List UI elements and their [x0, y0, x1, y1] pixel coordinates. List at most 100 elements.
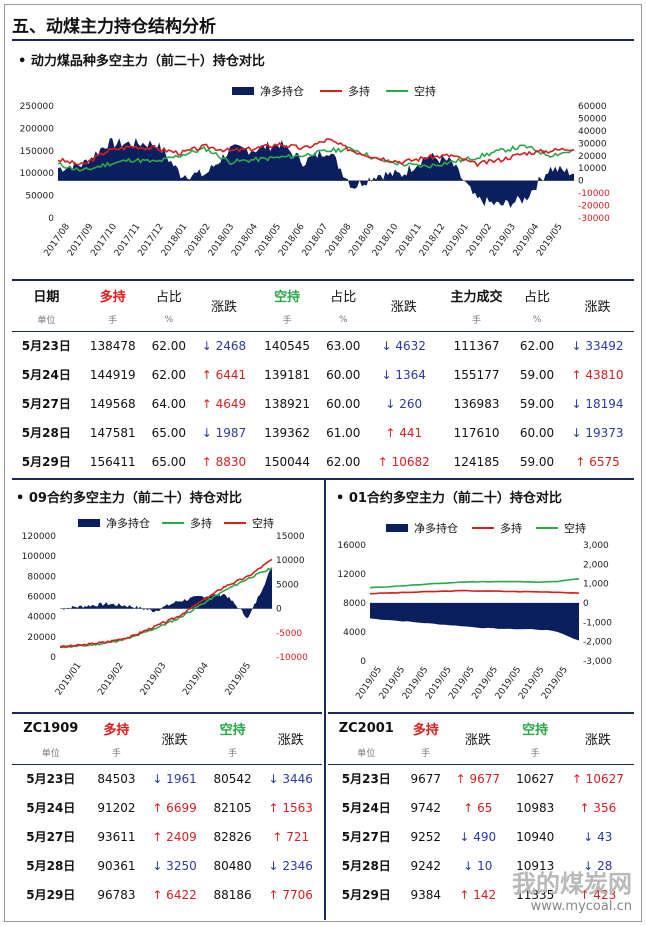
t2-u-1: 手 — [111, 749, 121, 760]
row-date: 5月28日 — [21, 426, 71, 440]
short-line — [59, 566, 273, 649]
table-cell: 10627 — [516, 771, 555, 786]
table-row: 5月27日 149568 64.00 ↑ 4649 138921 60.00 ↓ 260 13… — [12, 389, 634, 418]
table-row: 5月29日 96783 ↑ 6422 88186 ↑ 7706 — [12, 880, 322, 909]
table-cell: ↑ 356 — [579, 800, 617, 815]
table-cell: ↑ 6575 — [575, 454, 620, 469]
table-cell: 9384 — [410, 887, 442, 902]
table-cell: 60.00 — [326, 367, 361, 382]
table1-body: 5月23日 138478 62.00 ↓ 2468 140545 63.00 ↓ 4632 1… — [12, 331, 634, 476]
legend-short-swatch — [386, 90, 408, 92]
section-title: 五、动煤主力持仓结构分析 — [12, 17, 216, 37]
table-cell: ↓ 18194 — [571, 396, 624, 411]
table-cell: 156411 — [89, 454, 136, 469]
legend-short-label: 空持 — [414, 85, 436, 98]
t2-h-chg1: 涨跌 — [161, 733, 188, 749]
t1-u-8: % — [532, 314, 542, 325]
right-axis-tick: -2,000 — [583, 638, 612, 648]
row-date: 5月24日 — [21, 368, 71, 382]
row-date: 5月27日 — [21, 397, 71, 411]
vertical-divider — [324, 480, 326, 920]
right-axis-tick: 10000 — [578, 164, 607, 174]
left-axis-tick: 60000 — [27, 593, 56, 603]
table3: ZC2001 多持 涨跌 空持 涨跌 单位 手 手 5月23日 9677 ↑ 967… — [328, 712, 634, 909]
right-axis-tick: 0 — [583, 599, 589, 609]
right-axis-tick: 20000 — [578, 152, 607, 162]
row-date: 5月24日 — [26, 801, 76, 815]
right-axis-tick: 2,000 — [583, 560, 609, 570]
c2-legend-net-swatch — [78, 519, 100, 527]
right-axis-tick: 3,000 — [583, 541, 609, 551]
table-cell: 9742 — [410, 800, 442, 815]
left-axis-tick: 20000 — [27, 633, 56, 643]
left-axis-tick: 16000 — [337, 541, 366, 551]
left-axis-tick: 80000 — [27, 572, 56, 582]
right-axis-tick: 50000 — [578, 114, 607, 124]
mid-rule — [12, 478, 634, 480]
table-cell: 64.00 — [151, 396, 187, 411]
c3-legend-long: 多持 — [500, 522, 522, 535]
table3-unit-row: 单位 手 手 — [328, 742, 634, 764]
legend-long-swatch — [320, 90, 342, 92]
c2-legend-net: 净多持仓 — [106, 517, 150, 530]
x-axis-tick: 2019/01 — [54, 661, 84, 697]
table-cell: ↑ 1563 — [268, 800, 313, 815]
left-axis-tick: 250000 — [20, 102, 55, 112]
table-cell: 155177 — [453, 367, 500, 382]
t3-u-3: 手 — [530, 749, 540, 760]
t2-h-chg2: 涨跌 — [277, 733, 304, 749]
right-axis-tick: -1,000 — [583, 618, 612, 628]
table-cell: 140545 — [264, 338, 311, 353]
table-cell: 65.00 — [151, 454, 187, 469]
table-row: 5月24日 91202 ↑ 6699 82105 ↑ 1563 — [12, 793, 322, 822]
chart1-svg: 2500002000001500001000005000006000050000… — [20, 102, 611, 258]
table-row: 5月28日 147581 65.00 ↓ 1987 139362 61.00 ↑ 441 11… — [12, 418, 634, 447]
table-cell: 10940 — [516, 829, 555, 844]
watermark-en: www.mycoal.cn — [530, 899, 632, 914]
table-cell: 9242 — [410, 858, 442, 873]
table-cell: ↓ 1364 — [381, 367, 426, 382]
table-cell: ↓ 33492 — [571, 338, 624, 353]
table-cell: 10983 — [516, 800, 555, 815]
right-axis-tick: 1,000 — [583, 580, 609, 590]
right-axis-tick: -30000 — [578, 214, 610, 224]
c2-legend-long: 多持 — [190, 517, 212, 530]
table-cell: 136983 — [453, 396, 500, 411]
table-cell: ↓ 19373 — [571, 425, 624, 440]
t1-h-short: 空持 — [274, 289, 301, 305]
table-cell: 144919 — [89, 367, 136, 382]
table2-unit-row: 单位 手 手 — [12, 742, 322, 764]
table-cell: ↑ 142 — [459, 887, 497, 902]
table-cell: ↑ 423 — [579, 887, 617, 902]
right-axis-tick: 40000 — [578, 127, 607, 137]
left-axis-tick: 120000 — [22, 532, 57, 542]
table-cell: ↓ 3446 — [268, 771, 313, 786]
table2: ZC1909 多持 涨跌 空持 涨跌 单位 手 手 5月23日 84503 ↓ 19… — [12, 712, 322, 909]
t2-u-3: 手 — [228, 749, 238, 760]
table-cell: ↑ 4649 — [201, 396, 247, 411]
chart1-subtitle: • 动力煤品种多空主力（前二十）持仓对比 — [18, 54, 265, 69]
table-cell: 138478 — [89, 338, 136, 353]
table-cell: 63.00 — [326, 338, 361, 353]
table-cell: ↑ 6422 — [152, 887, 197, 902]
table-row: 5月24日 144919 62.00 ↑ 6441 139181 60.00 ↓ 1364 1… — [12, 360, 634, 389]
x-axis-tick: 2019/04 — [181, 661, 211, 698]
right-axis-tick: 60000 — [578, 102, 607, 112]
left-axis-tick: 0 — [48, 214, 54, 224]
left-axis-tick: 4000 — [343, 628, 366, 638]
table-cell: 59.00 — [519, 396, 555, 411]
t2-h-long: 多持 — [103, 722, 130, 738]
table3-body: 5月23日 9677 ↑ 9677 10627 ↑ 10627 5月24日 9742 ↑ 65… — [328, 764, 634, 909]
t3-h-code: ZC2001 — [338, 720, 394, 736]
table-cell: 84503 — [97, 771, 136, 786]
table-cell: ↓ 1987 — [201, 425, 247, 440]
c3-legend-short-swatch — [536, 527, 558, 529]
table-cell: ↓ 260 — [385, 396, 423, 411]
short-line — [369, 578, 580, 589]
table-cell: 117610 — [453, 425, 500, 440]
section-rule — [12, 39, 634, 41]
table-cell: 91202 — [97, 800, 136, 815]
right-axis-tick: 5000 — [276, 580, 299, 590]
right-axis-tick: 15000 — [276, 532, 305, 542]
t3-h-chg2: 涨跌 — [584, 733, 611, 749]
